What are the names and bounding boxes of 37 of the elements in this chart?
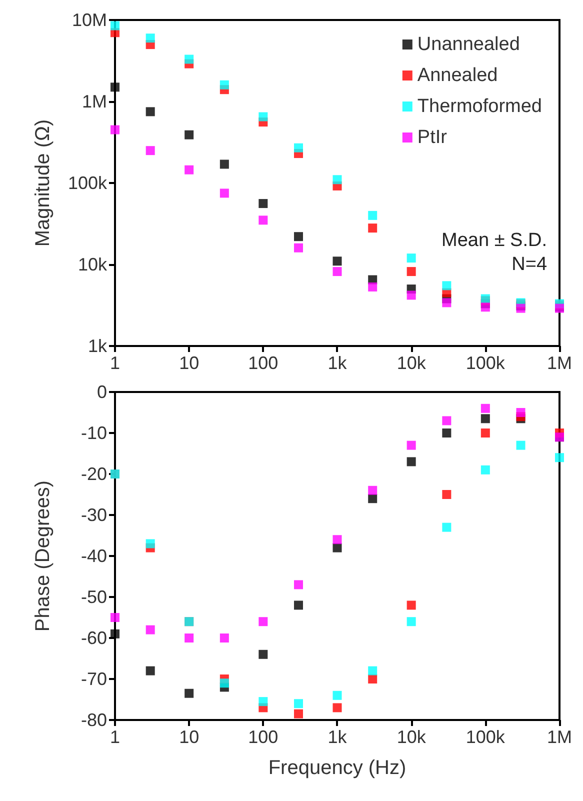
x-tick-label: 10 [179, 353, 200, 373]
x-axis-title: Frequency (Hz) [268, 757, 406, 779]
y-axis-title: Magnitude (Ω) [32, 119, 54, 247]
x-tick-label: 1 [110, 353, 120, 373]
y-tick-label: -20 [80, 464, 107, 484]
y-tick-label: 10k [78, 254, 108, 274]
x-tick-label: 1k [328, 727, 348, 747]
x-tick-label: 10 [179, 727, 200, 747]
x-tick-label: 100k [466, 727, 506, 747]
y-tick-label: 1k [88, 336, 108, 356]
y-tick-label: 0 [96, 382, 107, 402]
y-tick-label: -80 [80, 710, 107, 730]
y-axis-title: Phase (Degrees) [32, 480, 54, 632]
y-tick-label: -60 [80, 628, 107, 648]
x-tick-label: 10k [396, 727, 427, 747]
legend-label: PtIr [417, 127, 448, 148]
y-tick-label: 100k [68, 173, 108, 193]
y-tick-label: -70 [80, 669, 107, 689]
annotation: N=4 [512, 254, 548, 276]
y-tick-label: -10 [80, 423, 107, 443]
y-tick-label: 1M [82, 92, 107, 112]
y-tick-label: -50 [80, 587, 107, 607]
x-tick-label: 100k [466, 353, 506, 373]
x-tick-label: 1k [328, 353, 348, 373]
x-tick-label: 100 [248, 727, 278, 747]
x-tick-label: 10k [396, 353, 427, 373]
x-tick-label: 1 [110, 727, 120, 747]
legend-label: Thermoformed [417, 96, 542, 117]
x-tick-label: 1M [546, 727, 572, 747]
x-tick-label: 100 [248, 353, 278, 373]
y-tick-label: -40 [80, 546, 107, 566]
annotation: Mean ± S.D. [442, 230, 547, 252]
legend-label: Annealed [417, 65, 498, 86]
y-tick-label: 10M [72, 10, 107, 30]
y-tick-label: -30 [80, 505, 107, 525]
legend-label: Unannealed [417, 34, 520, 55]
x-tick-label: 1M [546, 353, 572, 373]
